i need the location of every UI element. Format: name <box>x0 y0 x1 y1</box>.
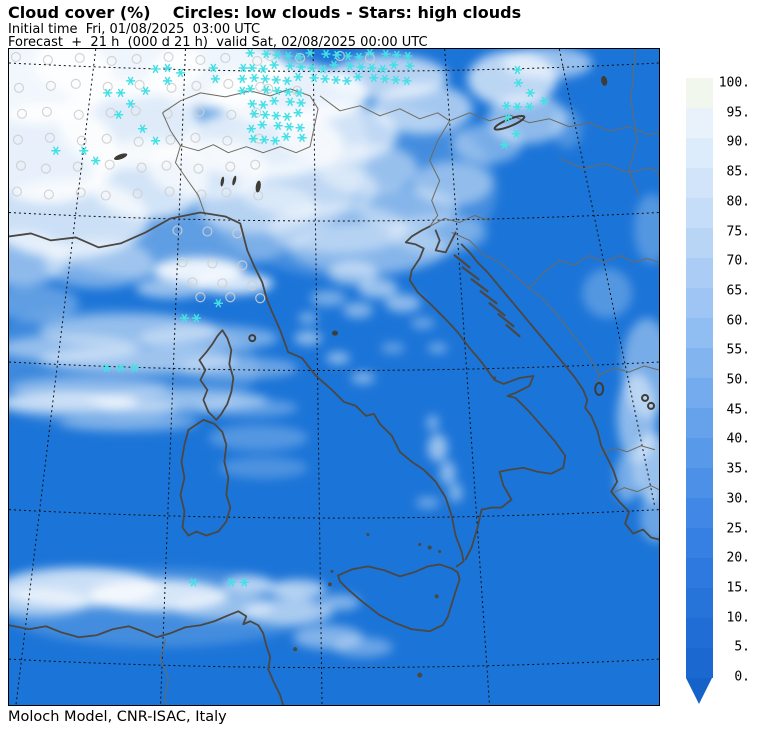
legend-color-patch <box>686 558 713 588</box>
legend-label: 35. <box>726 461 750 477</box>
lakes <box>114 75 656 410</box>
legend-color-patch <box>686 108 713 138</box>
legend-label: 100. <box>718 75 750 91</box>
legend-label: 95. <box>726 105 750 121</box>
legend-color-patch <box>686 228 713 258</box>
legend-label: 0. <box>734 669 750 685</box>
forecast-map <box>8 48 660 706</box>
legend-label: 50. <box>726 372 750 388</box>
high-cloud-stars <box>51 49 550 587</box>
legend-label: 20. <box>726 550 750 566</box>
legend-color-patch <box>686 648 713 678</box>
country-borders <box>160 49 659 705</box>
legend-label: 10. <box>726 610 750 626</box>
legend-color-patch <box>686 198 713 228</box>
legend-label: 85. <box>726 164 750 180</box>
legend-label: 70. <box>726 253 750 269</box>
legend-label: 30. <box>726 491 750 507</box>
legend-label: 80. <box>726 194 750 210</box>
legend-color-patch <box>686 168 713 198</box>
forecast-valid-text: Forecast + 21 h (000 d 21 h) valid Sat, … <box>8 35 428 50</box>
legend-arrow-icon <box>686 678 712 704</box>
legend-label: 55. <box>726 342 750 358</box>
legend-label: 45. <box>726 402 750 418</box>
legend-label: 15. <box>726 580 750 596</box>
legend-color-patch <box>686 618 713 648</box>
legend-colorbar <box>686 78 713 678</box>
legend-label: 60. <box>726 313 750 329</box>
page-title: Cloud cover (%) Circles: low clouds - St… <box>8 3 522 22</box>
legend-label: 25. <box>726 521 750 536</box>
legend-label: 90. <box>726 134 750 150</box>
legend-label: 5. <box>734 639 750 655</box>
map-canvas <box>9 49 659 705</box>
legend-label: 75. <box>726 224 750 239</box>
legend-label: 40. <box>726 431 750 447</box>
legend-color-patch <box>686 438 713 468</box>
model-credit: Moloch Model, CNR-ISAC, Italy <box>8 709 227 725</box>
legend-color-patch <box>686 528 713 558</box>
legend-color-patch <box>686 318 713 348</box>
legend-color-patch <box>686 468 713 498</box>
legend-color-patch <box>686 348 713 378</box>
initial-time-text: Initial time Fri, 01/08/2025 03:00 UTC <box>8 22 261 37</box>
legend-color-patch <box>686 588 713 618</box>
coastlines <box>9 211 659 705</box>
legend-color-patch <box>686 258 713 288</box>
legend-color-patch <box>686 288 713 318</box>
legend-color-patch <box>686 78 713 108</box>
legend-label: 65. <box>726 283 750 299</box>
legend-color-patch <box>686 138 713 168</box>
legend-color-patch <box>686 408 713 438</box>
legend-color-patch <box>686 498 713 528</box>
graticule-layer <box>9 49 659 705</box>
legend-color-patch <box>686 378 713 408</box>
